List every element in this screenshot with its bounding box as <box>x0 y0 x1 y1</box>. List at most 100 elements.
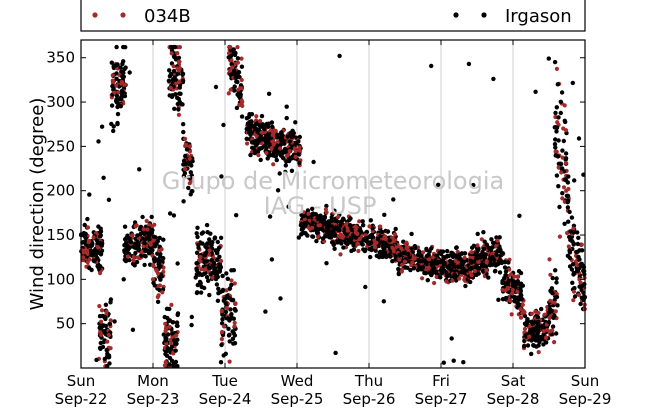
data-point-034b <box>306 211 311 216</box>
data-point-034b <box>336 233 341 238</box>
y-tick-label: 150 <box>46 226 75 244</box>
data-point-irgason <box>122 224 128 229</box>
data-point-irgason <box>161 256 166 261</box>
data-point-irgason <box>218 235 224 240</box>
data-point-irgason <box>449 336 454 341</box>
data-point-034b <box>372 242 377 247</box>
data-point-irgason <box>152 244 158 249</box>
data-point-irgason <box>293 120 298 125</box>
data-point-034b <box>187 181 192 186</box>
data-point-irgason <box>270 124 275 129</box>
data-point-irgason <box>252 148 258 154</box>
data-point-irgason <box>135 239 140 245</box>
data-point-irgason <box>560 191 565 196</box>
y-tick-label: 50 <box>56 315 75 333</box>
data-point-irgason <box>137 167 142 172</box>
data-point-irgason <box>575 230 580 235</box>
data-point-034b <box>426 265 431 271</box>
data-point-irgason <box>296 235 301 240</box>
data-point-irgason <box>290 128 295 133</box>
data-point-irgason <box>259 113 265 119</box>
data-point-irgason <box>489 245 495 250</box>
data-point-034b <box>177 45 182 50</box>
data-point-irgason <box>337 53 342 59</box>
data-point-034b <box>399 267 404 272</box>
data-point-irgason <box>111 124 116 129</box>
data-point-irgason <box>222 296 228 301</box>
data-point-irgason <box>98 226 103 231</box>
data-point-034b <box>125 254 130 259</box>
data-point-irgason <box>184 147 190 152</box>
data-point-irgason <box>481 264 487 269</box>
data-point-irgason <box>127 70 132 75</box>
data-point-irgason <box>220 317 225 322</box>
data-point-irgason <box>387 238 392 243</box>
data-point-irgason <box>297 134 302 140</box>
data-point-irgason <box>497 270 503 275</box>
data-point-034b <box>270 133 275 138</box>
data-point-034b <box>427 257 432 262</box>
data-point-034b <box>434 274 439 279</box>
data-point-irgason <box>100 323 105 328</box>
data-point-irgason <box>338 223 343 228</box>
data-point-034b <box>560 196 565 201</box>
data-point-irgason <box>269 257 275 262</box>
data-point-irgason <box>344 232 349 237</box>
data-point-irgason <box>537 339 542 345</box>
data-point-irgason <box>324 203 329 209</box>
data-point-irgason <box>532 334 538 339</box>
data-point-034b <box>484 268 489 273</box>
data-point-034b <box>576 292 582 297</box>
data-point-irgason <box>554 331 559 336</box>
data-point-irgason <box>456 264 461 270</box>
data-point-irgason <box>550 324 556 329</box>
data-point-irgason <box>347 223 353 228</box>
data-point-irgason <box>214 273 220 279</box>
data-point-irgason <box>471 182 476 188</box>
data-point-034b <box>232 324 237 329</box>
data-point-034b <box>479 237 484 242</box>
data-point-irgason <box>536 327 541 332</box>
data-point-irgason <box>220 287 226 293</box>
data-point-irgason <box>570 262 576 267</box>
data-point-034b <box>356 248 361 254</box>
data-point-irgason <box>181 122 186 127</box>
data-point-irgason <box>565 193 571 199</box>
data-point-irgason <box>386 243 391 248</box>
data-point-irgason <box>283 163 288 168</box>
data-point-irgason <box>174 320 180 325</box>
data-point-irgason <box>570 80 575 86</box>
data-point-034b <box>245 141 250 146</box>
data-point-034b <box>476 259 481 265</box>
data-point-034b <box>176 59 181 64</box>
data-point-034b <box>432 280 437 286</box>
data-point-irgason <box>553 268 558 273</box>
data-point-irgason <box>142 253 147 258</box>
data-point-irgason <box>285 134 290 139</box>
data-point-irgason <box>393 226 398 232</box>
data-point-irgason <box>114 93 120 99</box>
data-point-irgason <box>110 83 115 89</box>
data-point-034b <box>548 272 553 277</box>
data-point-irgason <box>144 236 149 241</box>
data-point-034b <box>183 142 188 147</box>
data-point-irgason <box>267 214 273 219</box>
data-point-irgason <box>503 272 508 278</box>
data-point-034b <box>331 210 336 215</box>
data-point-irgason <box>263 139 268 144</box>
data-point-034b <box>235 45 240 50</box>
data-point-irgason <box>516 269 522 274</box>
data-point-irgason <box>232 84 237 89</box>
data-point-irgason <box>320 236 326 241</box>
data-point-irgason <box>227 286 233 291</box>
data-point-irgason <box>231 68 236 74</box>
data-point-irgason <box>214 282 220 287</box>
data-point-034b <box>228 68 233 73</box>
data-point-irgason <box>215 239 220 245</box>
data-point-irgason <box>100 344 106 350</box>
data-point-irgason <box>199 284 204 290</box>
data-point-irgason <box>182 171 188 176</box>
data-point-irgason <box>571 270 577 276</box>
data-point-irgason <box>130 327 136 332</box>
data-point-irgason <box>235 71 241 76</box>
